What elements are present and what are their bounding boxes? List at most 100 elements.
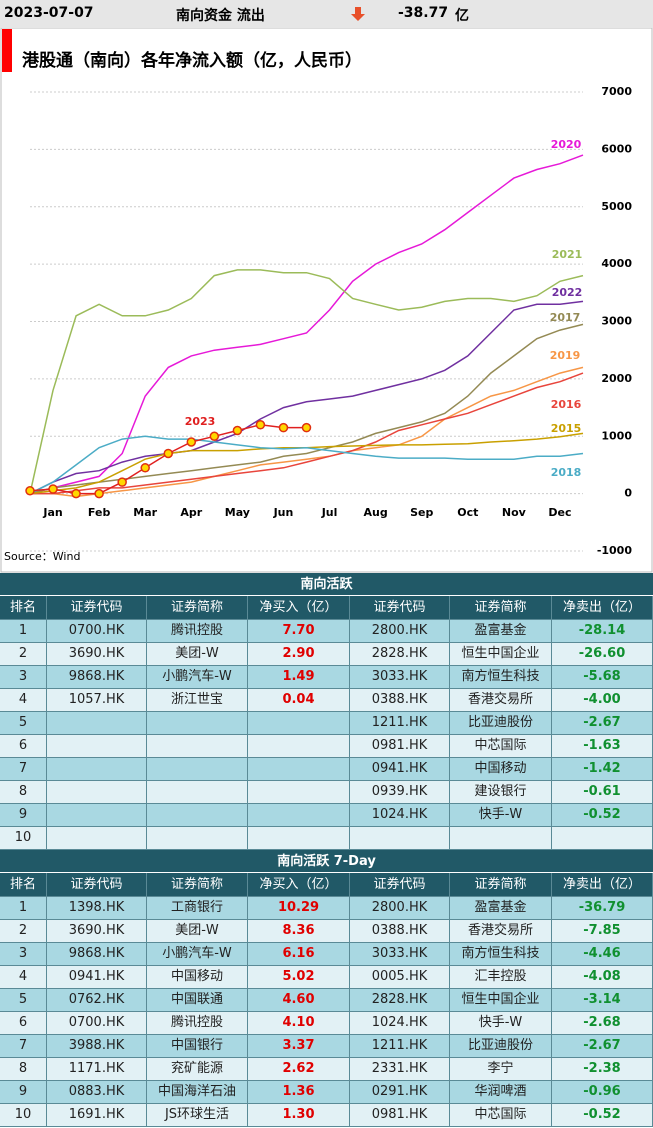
cell: 0388.HK — [350, 689, 450, 712]
cell: -1.42 — [552, 758, 653, 781]
table-row: 1 0700.HK 腾讯控股 7.70 2800.HK 盈富基金 -28.14 — [0, 620, 653, 643]
cell: 0939.HK — [350, 781, 450, 804]
table-row: 6 0700.HK 腾讯控股 4.10 1024.HK 快手-W -2.68 — [0, 1012, 653, 1035]
cell: -2.68 — [552, 1012, 653, 1035]
cell: -3.14 — [552, 989, 653, 1012]
header-cell: 排名 — [0, 596, 47, 620]
table-row: 7 3988.HK 中国银行 3.37 1211.HK 比亚迪股份 -2.67 — [0, 1035, 653, 1058]
y-tick-label: 2000 — [601, 372, 632, 385]
cell — [147, 712, 248, 735]
table: 南向活跃 7-Day 排名 证券代码 证券简称 净买入（亿） 证券代码 证券简称 净卖出（亿）… — [0, 850, 653, 1127]
cell: 0.04 — [248, 689, 350, 712]
x-tick-label: May — [225, 506, 250, 519]
cell: 中芯国际 — [450, 735, 552, 758]
cell: 南方恒生科技 — [450, 943, 552, 966]
cell: 恒生中国企业 — [450, 989, 552, 1012]
cell: -28.14 — [552, 620, 653, 643]
series-marker — [117, 477, 127, 487]
y-tick-label: 7000 — [601, 85, 632, 98]
table-row: 7 0941.HK 中国移动 -1.42 — [0, 758, 653, 781]
series-label: 2021 — [552, 248, 583, 261]
x-tick-label: Apr — [180, 506, 202, 519]
cell: 香港交易所 — [450, 920, 552, 943]
x-tick-label: Jul — [321, 506, 338, 519]
cell: 2828.HK — [350, 989, 450, 1012]
cell: 李宁 — [450, 1058, 552, 1081]
y-tick-label: 3000 — [601, 315, 632, 328]
table-row: 1 1398.HK 工商银行 10.29 2800.HK 盈富基金 -36.79 — [0, 897, 653, 920]
table-row: 2 3690.HK 美团-W 2.90 2828.HK 恒生中国企业 -26.60 — [0, 643, 653, 666]
cell: -0.52 — [552, 804, 653, 827]
header-cell: 证券代码 — [350, 596, 450, 620]
cell — [248, 735, 350, 758]
table-row: 5 0762.HK 中国联通 4.60 2828.HK 恒生中国企业 -3.14 — [0, 989, 653, 1012]
cell: 9868.HK — [47, 943, 147, 966]
series-label: 2020 — [551, 138, 582, 151]
cell: 中芯国际 — [450, 1104, 552, 1127]
cell: 9868.HK — [47, 666, 147, 689]
cell: 腾讯控股 — [147, 620, 248, 643]
cell: 3033.HK — [350, 943, 450, 966]
cell: 中国移动 — [147, 966, 248, 989]
cell: -7.85 — [552, 920, 653, 943]
cell: 10 — [0, 827, 47, 850]
table-row: 9 1024.HK 快手-W -0.52 — [0, 804, 653, 827]
series-marker — [48, 484, 58, 494]
cell — [147, 735, 248, 758]
series-marker — [278, 422, 289, 433]
cell: -2.38 — [552, 1058, 653, 1081]
table-row: 8 0939.HK 建设银行 -0.61 — [0, 781, 653, 804]
table-row: 2 3690.HK 美团-W 8.36 0388.HK 香港交易所 -7.85 — [0, 920, 653, 943]
cell: 5.02 — [248, 966, 350, 989]
cell: 建设银行 — [450, 781, 552, 804]
flow-unit: 亿 — [455, 8, 469, 24]
cell: 3690.HK — [47, 643, 147, 666]
table-row: 10 — [0, 827, 653, 850]
cell: 1.49 — [248, 666, 350, 689]
x-tick-label: Aug — [364, 506, 388, 519]
y-tick-label: 1000 — [601, 429, 632, 442]
series-label: 2019 — [550, 349, 581, 362]
title-marker — [2, 29, 12, 72]
cell: 3988.HK — [47, 1035, 147, 1058]
cell: 2800.HK — [350, 620, 450, 643]
series-marker — [163, 448, 173, 459]
cell: 2.62 — [248, 1058, 350, 1081]
cell — [47, 758, 147, 781]
cell — [147, 827, 248, 850]
cell: 2 — [0, 920, 47, 943]
cell: 2.90 — [248, 643, 350, 666]
cell: 8 — [0, 1058, 47, 1081]
cell: 1.30 — [248, 1104, 350, 1127]
y-tick-label: 0 — [624, 487, 632, 500]
source: Source：Wind — [4, 550, 80, 563]
x-tick-label: Sep — [410, 506, 433, 519]
series-line — [29, 269, 584, 494]
cell: 1057.HK — [47, 689, 147, 712]
cell: 0762.HK — [47, 989, 147, 1012]
series-line — [30, 372, 584, 495]
cell: 0981.HK — [350, 735, 450, 758]
cell: 0883.HK — [47, 1081, 147, 1104]
chart: 港股通（南向）各年净流入额（亿，人民币） Source：Wind -1000 0 1… — [0, 28, 653, 573]
cell — [248, 758, 350, 781]
header-cell: 排名 — [0, 873, 47, 897]
series-label: 2022 — [552, 286, 583, 299]
cell: 0941.HK — [350, 758, 450, 781]
cell: 快手-W — [450, 1012, 552, 1035]
header-cell: 证券代码 — [47, 596, 147, 620]
cell — [350, 827, 450, 850]
cell: 中国银行 — [147, 1035, 248, 1058]
cell: 3690.HK — [47, 920, 147, 943]
series-marker — [71, 488, 81, 499]
cell: 6 — [0, 1012, 47, 1035]
cell: 腾讯控股 — [147, 1012, 248, 1035]
cell — [147, 804, 248, 827]
cell: 美团-W — [147, 643, 248, 666]
cell: 4.60 — [248, 989, 350, 1012]
cell: 1398.HK — [47, 897, 147, 920]
table-row: 3 9868.HK 小鹏汽车-W 1.49 3033.HK 南方恒生科技 -5.68 — [0, 666, 653, 689]
cell: 华润啤酒 — [450, 1081, 552, 1104]
series-line — [29, 435, 584, 495]
